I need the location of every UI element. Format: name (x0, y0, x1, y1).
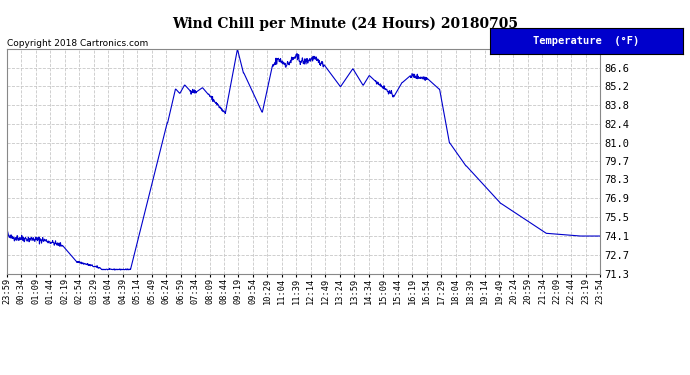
Text: Wind Chill per Minute (24 Hours) 20180705: Wind Chill per Minute (24 Hours) 2018070… (172, 17, 518, 31)
Text: Temperature  (°F): Temperature (°F) (533, 36, 640, 46)
Text: Copyright 2018 Cartronics.com: Copyright 2018 Cartronics.com (7, 39, 148, 48)
